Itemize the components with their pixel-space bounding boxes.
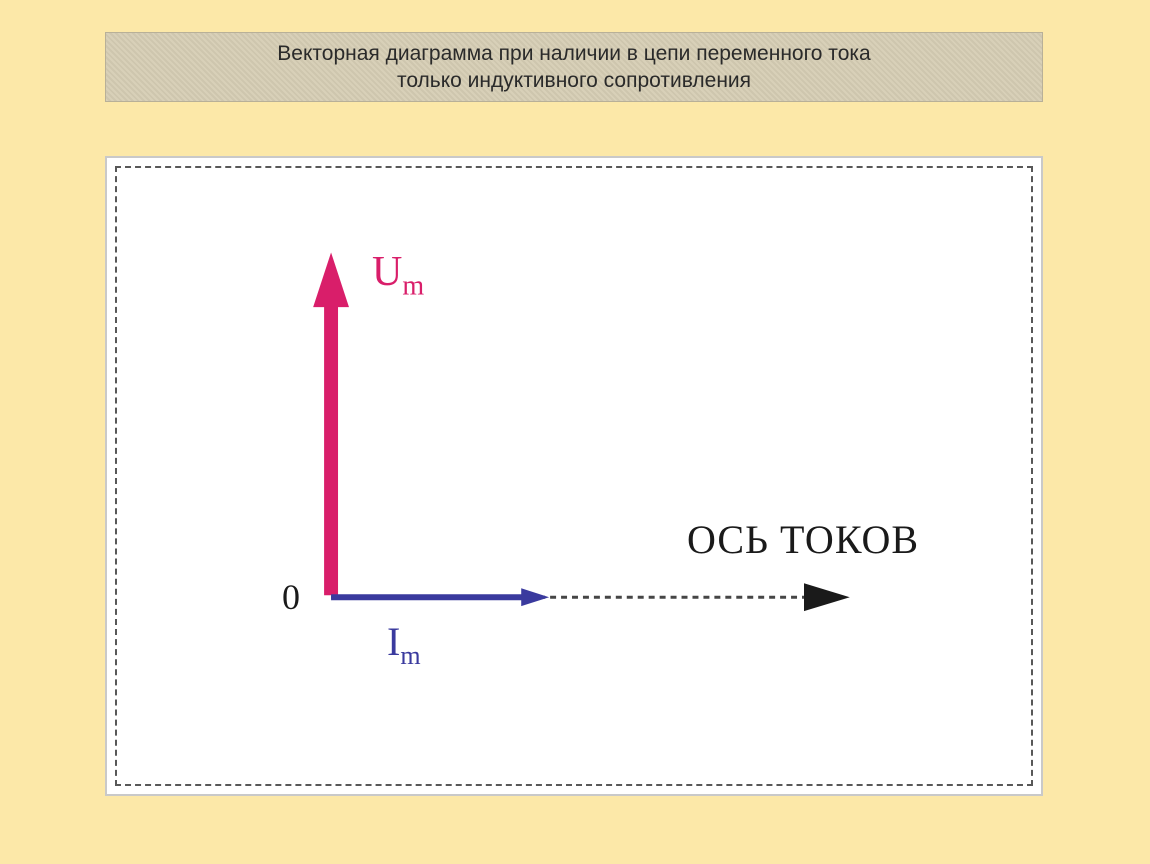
um-vector-arrowhead <box>313 252 349 307</box>
um-label-main: U <box>372 249 402 295</box>
current-axis-label: ОСЬ ТОКОВ <box>687 516 919 563</box>
im-vector-label: Im <box>387 618 421 671</box>
im-label-sub: m <box>400 641 420 670</box>
current-axis-arrowhead <box>804 583 850 611</box>
title-line-2: только индуктивного сопротивления <box>397 67 751 94</box>
diagram-box: 0 Um Im ОСЬ ТОКОВ <box>105 156 1043 796</box>
diagram-inner-border: 0 Um Im ОСЬ ТОКОВ <box>115 166 1033 786</box>
um-label-sub: m <box>402 270 424 301</box>
im-label-main: I <box>387 619 400 664</box>
origin-label: 0 <box>282 576 300 618</box>
title-line-1: Векторная диаграмма при наличии в цепи п… <box>277 40 870 67</box>
vector-svg <box>117 168 1031 784</box>
im-vector-arrowhead <box>521 588 549 606</box>
um-vector-label: Um <box>372 248 424 302</box>
title-banner: Векторная диаграмма при наличии в цепи п… <box>105 32 1043 102</box>
